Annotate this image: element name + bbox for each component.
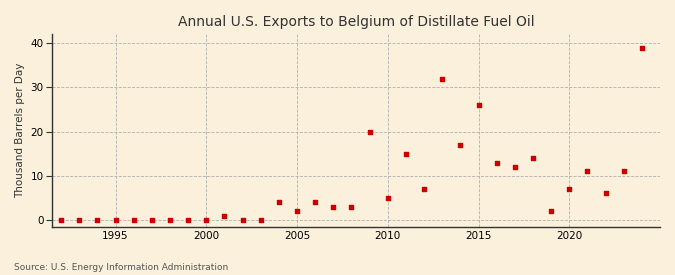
- Point: [510, 165, 520, 169]
- Point: [346, 205, 357, 209]
- Point: [273, 200, 284, 205]
- Point: [165, 218, 176, 222]
- Point: [564, 187, 574, 191]
- Point: [437, 76, 448, 81]
- Point: [473, 103, 484, 107]
- Point: [74, 218, 84, 222]
- Point: [219, 213, 230, 218]
- Point: [618, 169, 629, 174]
- Point: [418, 187, 429, 191]
- Point: [455, 143, 466, 147]
- Point: [128, 218, 139, 222]
- Point: [183, 218, 194, 222]
- Y-axis label: Thousand Barrels per Day: Thousand Barrels per Day: [15, 63, 25, 198]
- Point: [491, 160, 502, 165]
- Point: [56, 218, 67, 222]
- Point: [328, 205, 339, 209]
- Point: [237, 218, 248, 222]
- Point: [545, 209, 556, 213]
- Point: [582, 169, 593, 174]
- Point: [310, 200, 321, 205]
- Point: [255, 218, 266, 222]
- Point: [201, 218, 212, 222]
- Point: [400, 152, 411, 156]
- Point: [637, 45, 647, 50]
- Point: [292, 209, 302, 213]
- Point: [146, 218, 157, 222]
- Point: [364, 129, 375, 134]
- Title: Annual U.S. Exports to Belgium of Distillate Fuel Oil: Annual U.S. Exports to Belgium of Distil…: [178, 15, 535, 29]
- Point: [382, 196, 393, 200]
- Point: [528, 156, 539, 160]
- Point: [110, 218, 121, 222]
- Text: Source: U.S. Energy Information Administration: Source: U.S. Energy Information Administ…: [14, 263, 227, 272]
- Point: [92, 218, 103, 222]
- Point: [600, 191, 611, 196]
